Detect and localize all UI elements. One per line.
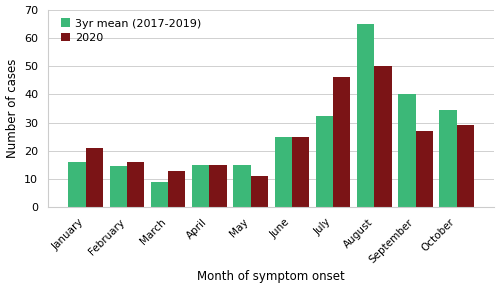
Bar	[151, 182, 168, 207]
Bar	[127, 162, 144, 207]
Legend: 3yr mean (2017-2019), 2020: 3yr mean (2017-2019), 2020	[58, 15, 204, 47]
Bar	[210, 165, 226, 207]
Bar	[374, 66, 392, 207]
Bar	[250, 176, 268, 207]
Y-axis label: Number of cases: Number of cases	[6, 59, 18, 158]
Bar	[440, 110, 457, 207]
Bar	[68, 162, 86, 207]
Bar	[316, 116, 333, 207]
Bar	[168, 171, 186, 207]
Bar	[357, 24, 374, 207]
Bar	[333, 77, 350, 207]
X-axis label: Month of symptom onset: Month of symptom onset	[198, 271, 345, 284]
Bar	[457, 125, 474, 207]
Bar	[274, 137, 292, 207]
Bar	[234, 165, 250, 207]
Bar	[292, 137, 309, 207]
Bar	[416, 131, 433, 207]
Bar	[192, 165, 210, 207]
Bar	[398, 94, 415, 207]
Bar	[110, 166, 127, 207]
Bar	[86, 148, 103, 207]
